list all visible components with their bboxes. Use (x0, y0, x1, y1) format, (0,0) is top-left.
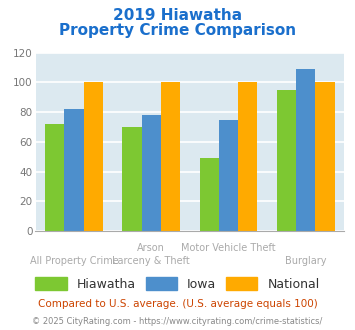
Bar (200, 158, 219, 231)
Text: Compared to U.S. average. (U.S. average equals 100): Compared to U.S. average. (U.S. average … (38, 299, 317, 309)
Bar (277, 90, 296, 231)
Text: Property Crime Comparison: Property Crime Comparison (59, 23, 296, 38)
Text: Arson: Arson (137, 243, 165, 252)
Bar (65, 109, 84, 231)
Bar (315, 82, 335, 231)
Bar (161, 82, 180, 231)
Text: Larceny & Theft: Larceny & Theft (113, 256, 190, 266)
Bar (219, 119, 238, 231)
Bar (296, 69, 315, 231)
Text: 2019 Hiawatha: 2019 Hiawatha (113, 8, 242, 23)
Legend: Hiawatha, Iowa, National: Hiawatha, Iowa, National (30, 272, 325, 296)
Text: Burglary: Burglary (285, 256, 327, 266)
Bar (45, 124, 65, 231)
Bar (84, 82, 103, 231)
Bar (238, 82, 257, 231)
Bar (122, 127, 142, 231)
Bar (142, 115, 161, 231)
Text: © 2025 CityRating.com - https://www.cityrating.com/crime-statistics/: © 2025 CityRating.com - https://www.city… (32, 317, 323, 326)
Text: Motor Vehicle Theft: Motor Vehicle Theft (181, 243, 276, 252)
Text: All Property Crime: All Property Crime (30, 256, 119, 266)
